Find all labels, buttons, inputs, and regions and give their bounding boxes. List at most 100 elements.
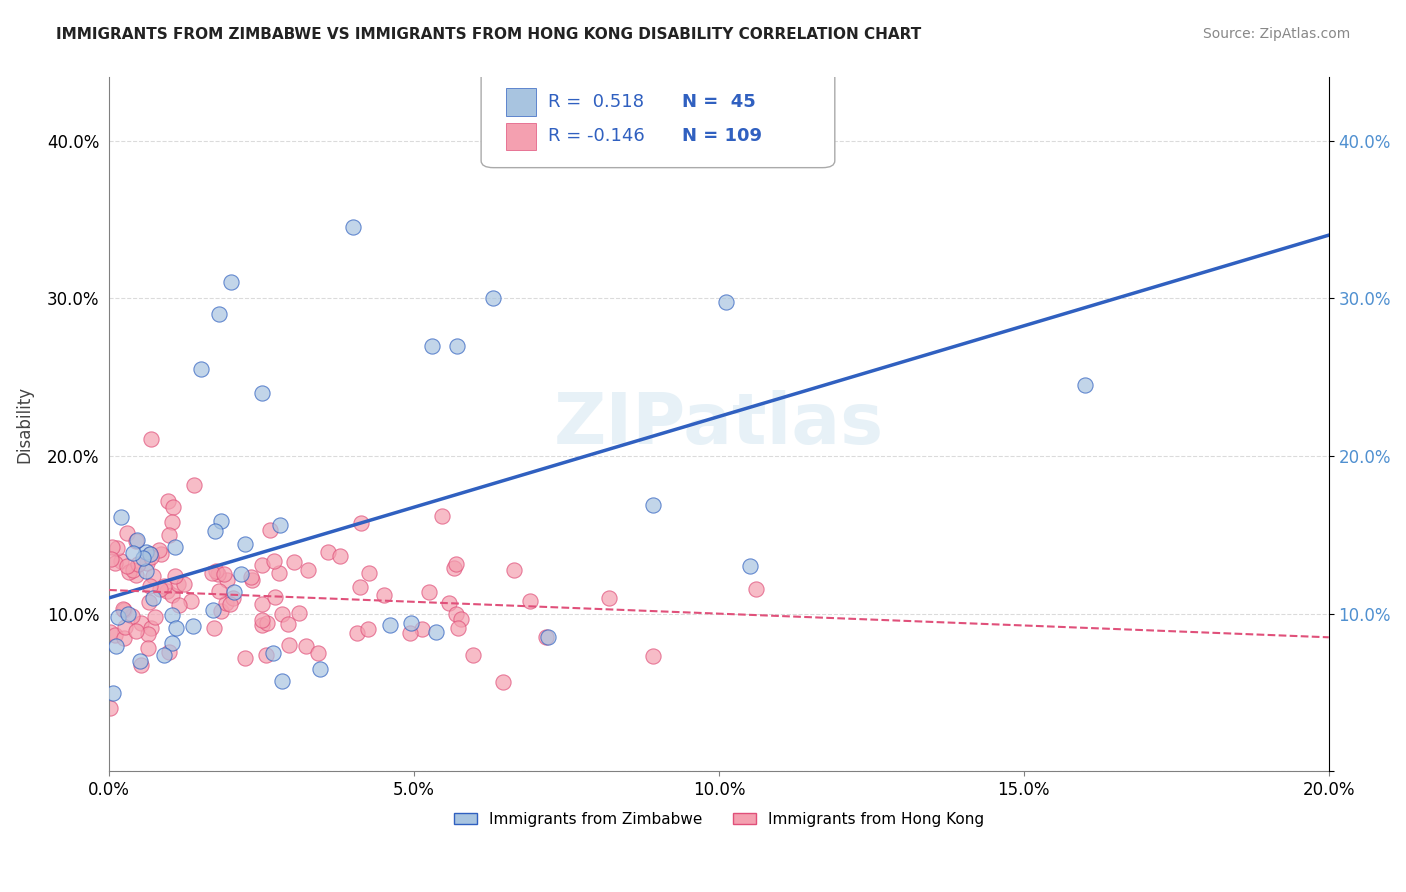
Point — [110, 554, 132, 568]
Point — [439, 596, 461, 610]
Point — [277, 638, 299, 652]
Point — [162, 607, 184, 622]
Point — [444, 607, 467, 621]
Point — [502, 563, 524, 577]
Point — [250, 618, 273, 632]
Point — [209, 514, 232, 528]
Point — [217, 573, 239, 587]
Point — [316, 545, 339, 559]
Point — [204, 524, 226, 538]
Point — [180, 594, 202, 608]
Point — [446, 338, 468, 352]
Point — [482, 291, 505, 305]
Point — [447, 622, 470, 636]
Point — [212, 566, 235, 581]
Point — [443, 561, 465, 575]
Point — [117, 607, 139, 622]
Point — [398, 625, 420, 640]
Point — [329, 549, 352, 564]
Point — [534, 630, 557, 644]
Point — [219, 276, 242, 290]
Point — [139, 548, 162, 562]
Point — [167, 576, 190, 591]
Point — [122, 546, 145, 560]
Bar — [506, 87, 536, 116]
Point — [288, 606, 311, 620]
Point — [100, 552, 122, 566]
Point — [231, 566, 253, 581]
Point — [250, 558, 273, 572]
Point — [271, 673, 294, 688]
Point — [224, 585, 246, 599]
Point — [201, 603, 224, 617]
Point — [350, 516, 373, 530]
Point — [430, 509, 453, 524]
Point — [139, 579, 162, 593]
Point — [111, 602, 134, 616]
Point — [250, 597, 273, 611]
Point — [242, 573, 264, 587]
Point — [215, 596, 238, 610]
Point — [148, 543, 170, 558]
Point — [125, 567, 148, 582]
Point — [219, 597, 242, 611]
Legend: Immigrants from Zimbabwe, Immigrants from Hong Kong: Immigrants from Zimbabwe, Immigrants fro… — [447, 805, 990, 833]
Point — [269, 566, 291, 580]
Point — [100, 540, 122, 554]
Point — [349, 580, 371, 594]
Point — [136, 556, 159, 570]
Point — [641, 648, 664, 663]
Point — [156, 584, 179, 599]
Point — [112, 631, 135, 645]
Point — [98, 625, 121, 640]
Point — [150, 547, 173, 561]
Point — [463, 648, 485, 663]
Point — [201, 566, 224, 580]
Text: ZIPatlas: ZIPatlas — [554, 390, 884, 458]
Point — [420, 338, 443, 352]
Point — [207, 567, 229, 582]
Point — [643, 498, 665, 512]
Point — [204, 564, 226, 578]
Point — [745, 582, 768, 597]
Point — [209, 604, 232, 618]
Point — [136, 626, 159, 640]
Point — [98, 701, 121, 715]
Point — [157, 644, 180, 658]
Point — [240, 570, 263, 584]
Text: N = 109: N = 109 — [682, 128, 762, 145]
Point — [138, 594, 160, 608]
Point — [149, 582, 172, 597]
Point — [401, 616, 423, 631]
Text: R =  0.518: R = 0.518 — [548, 93, 644, 111]
Point — [346, 625, 368, 640]
Point — [104, 640, 127, 654]
Point — [115, 526, 138, 541]
Point — [129, 657, 152, 672]
Point — [162, 500, 184, 515]
Point — [135, 544, 157, 558]
Point — [357, 566, 380, 581]
Point — [114, 620, 136, 634]
Text: IMMIGRANTS FROM ZIMBABWE VS IMMIGRANTS FROM HONG KONG DISABILITY CORRELATION CHA: IMMIGRANTS FROM ZIMBABWE VS IMMIGRANTS F… — [56, 27, 921, 42]
Point — [135, 564, 157, 578]
Point — [160, 636, 183, 650]
Point — [295, 639, 318, 653]
Point — [136, 640, 159, 655]
Point — [254, 648, 277, 662]
Point — [307, 646, 329, 660]
Point — [160, 588, 183, 602]
Point — [157, 493, 180, 508]
Point — [233, 537, 256, 551]
Point — [125, 624, 148, 639]
Text: R = -0.146: R = -0.146 — [548, 128, 645, 145]
Point — [221, 591, 243, 606]
Point — [128, 654, 150, 668]
Point — [104, 628, 127, 642]
Point — [173, 576, 195, 591]
Point — [309, 662, 332, 676]
Point — [202, 621, 225, 635]
Point — [208, 307, 231, 321]
Point — [139, 547, 162, 561]
Point — [157, 528, 180, 542]
